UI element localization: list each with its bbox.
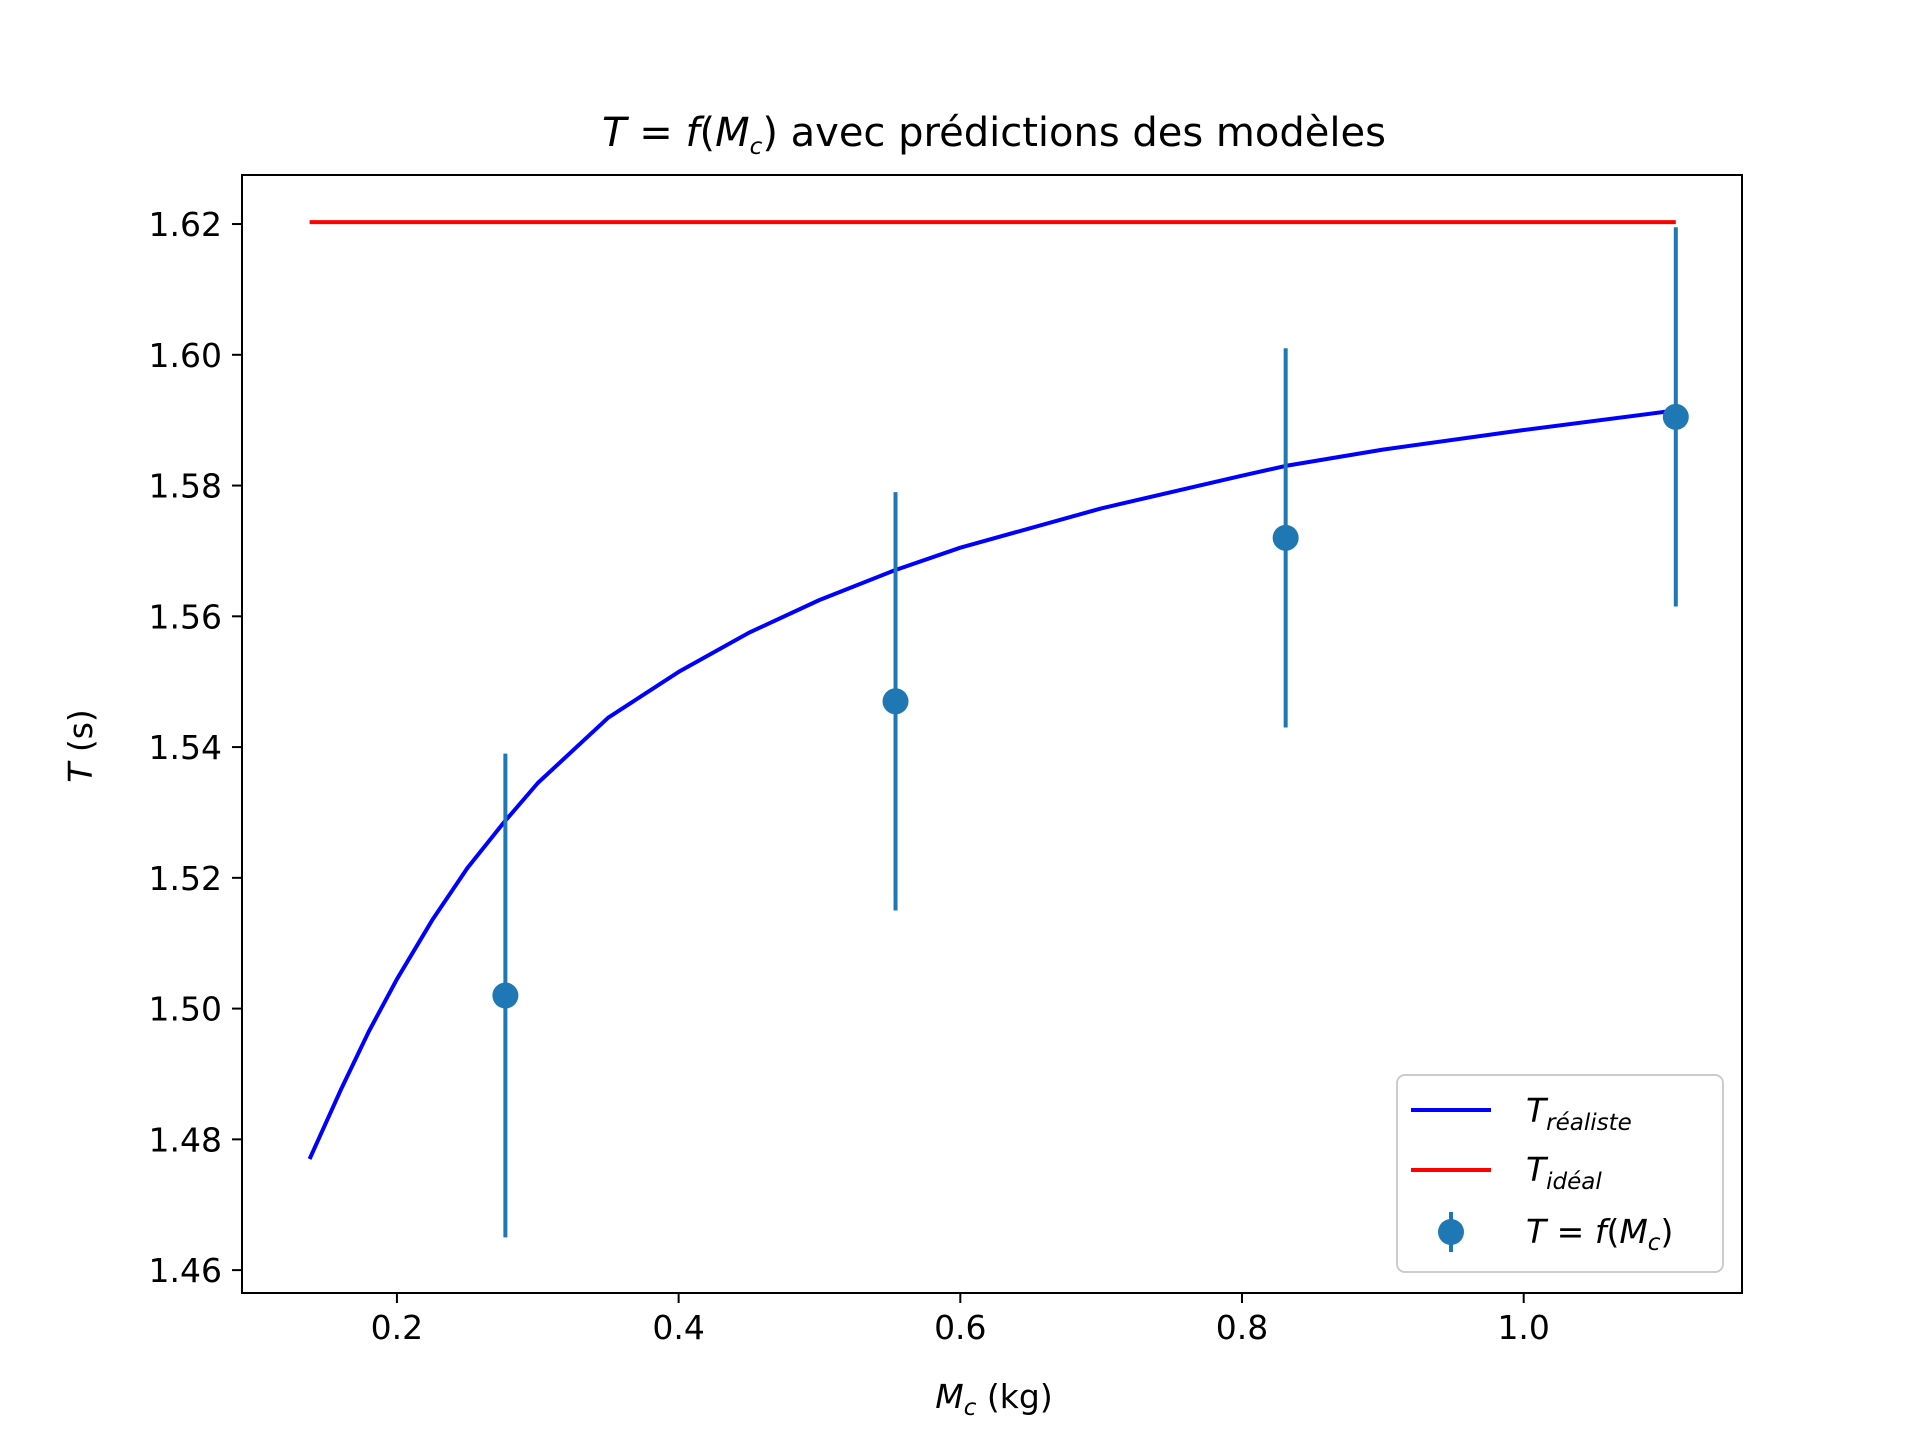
chart-title-m: M — [715, 110, 750, 156]
chart-title-c: c — [750, 134, 763, 160]
chart-title-open: ( — [700, 110, 716, 156]
x-axis-label-m: M — [935, 1377, 963, 1416]
legend-measured-close: ) — [1660, 1212, 1673, 1251]
realiste-curve — [307, 408, 1677, 1160]
plot-frame — [241, 174, 1743, 1294]
legend-swatch-errorbar-marker — [1438, 1219, 1464, 1245]
legend-ideal-sub: idéal — [1546, 1169, 1602, 1195]
y-tick-label: 1.50 — [149, 990, 222, 1029]
x-tick-label: 0.4 — [652, 1308, 704, 1347]
chart-title-eq: = — [626, 110, 685, 156]
data-point — [1272, 524, 1299, 551]
y-tick-label: 1.54 — [149, 728, 222, 767]
legend-measured-c: c — [1648, 1230, 1661, 1256]
legend-realiste-t: T — [1526, 1091, 1549, 1130]
chart-title-t: T — [602, 110, 630, 156]
chart-title-rest: avec prédictions des modèles — [778, 110, 1386, 156]
data-point — [1662, 403, 1689, 430]
legend-ideal-t: T — [1526, 1150, 1549, 1189]
legend-label-measured: T = f(Mc) — [1526, 1212, 1673, 1256]
x-axis-label: Mc (kg) — [935, 1377, 1052, 1421]
series-layer — [307, 220, 1689, 1238]
x-tick-label: 0.6 — [934, 1308, 986, 1347]
chart-title-close: ) — [762, 110, 778, 156]
chart-title: T = f(Mc) avec prédictions des modèles — [602, 110, 1386, 160]
y-tick-label: 1.60 — [149, 336, 222, 375]
x-axis-label-unit: (kg) — [976, 1377, 1052, 1416]
legend-measured-eq: = — [1546, 1212, 1595, 1251]
y-tick-label: 1.46 — [149, 1251, 222, 1290]
y-axis-label-unit: (s) — [61, 709, 100, 762]
x-axis-label-c: c — [964, 1395, 977, 1421]
y-tick-label: 1.56 — [149, 597, 222, 636]
legend: Tréaliste Tidéal T = f(Mc) — [1396, 1074, 1724, 1273]
legend-measured-m: M — [1619, 1212, 1647, 1251]
legend-label-ideal: Tidéal — [1526, 1150, 1602, 1195]
x-tick-label: 1.0 — [1497, 1308, 1549, 1347]
legend-box — [1396, 1074, 1724, 1273]
y-tick-label: 1.48 — [149, 1120, 222, 1159]
data-point — [882, 688, 909, 715]
legend-measured-t: T — [1526, 1212, 1549, 1251]
x-tick-label: 0.8 — [1216, 1308, 1268, 1347]
legend-realiste-sub: réaliste — [1546, 1110, 1632, 1136]
legend-measured-open: ( — [1606, 1212, 1619, 1251]
y-axis-label: T (s) — [61, 709, 100, 783]
x-tick-label: 0.2 — [371, 1308, 423, 1347]
y-tick-label: 1.62 — [149, 205, 222, 244]
legend-label-realiste: Tréaliste — [1526, 1091, 1632, 1136]
data-point — [492, 982, 519, 1009]
y-tick-label: 1.58 — [149, 467, 222, 506]
y-tick-label: 1.52 — [149, 859, 222, 898]
y-axis-label-t: T — [61, 760, 100, 783]
ticks-layer: 0.2 0.4 0.6 0.8 1.0 1.46 1.48 1.50 1.52 1.54 1.56 1… — [149, 205, 1550, 1347]
